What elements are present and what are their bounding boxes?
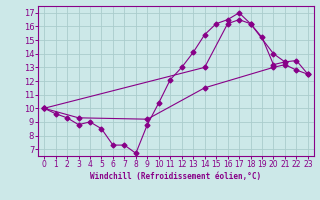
X-axis label: Windchill (Refroidissement éolien,°C): Windchill (Refroidissement éolien,°C) bbox=[91, 172, 261, 181]
